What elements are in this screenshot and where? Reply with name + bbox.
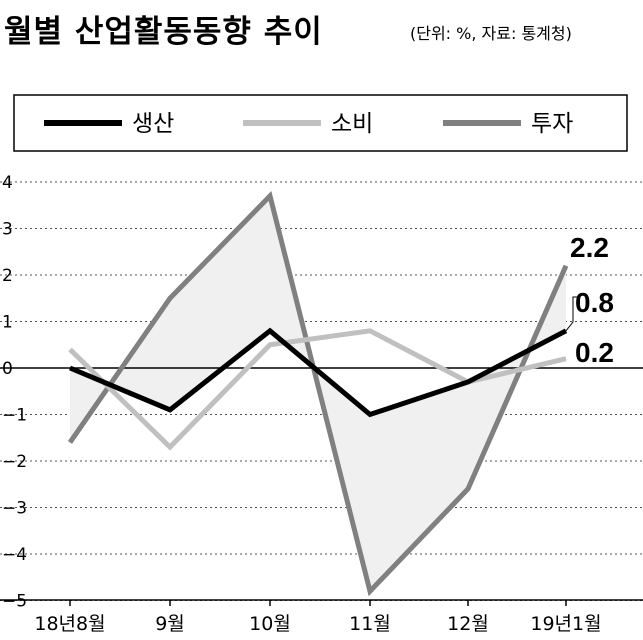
x-tick-label: 11월 [349, 613, 391, 635]
series-line-생산 [69, 327, 568, 418]
series-lines [67, 191, 569, 597]
annotations: 2.2 0.8 0.2 [565, 232, 614, 368]
x-tick-label: 19년1월 [530, 613, 601, 635]
chart-subtitle: (단위: %, 자료: 통계청) [410, 24, 572, 43]
y-tick-label: 2 [2, 266, 13, 286]
annotation-label: 0.8 [575, 287, 614, 318]
legend-label: 생산 [132, 111, 174, 137]
legend-label: 투자 [531, 111, 573, 137]
x-tick-label: 9월 [155, 613, 185, 635]
y-tick-label: −2 [2, 452, 27, 472]
legend: 생산 소비 투자 [44, 111, 573, 137]
x-tick-label: 10월 [249, 613, 291, 635]
x-tick-label: 12월 [447, 613, 489, 635]
annotation-label: 0.2 [575, 337, 614, 368]
y-tick-label: −3 [2, 499, 27, 519]
y-tick-labels: 4 3 2 1 0 −1 −2 −3 −4 −5 [2, 173, 27, 612]
x-tick-label: 18년8월 [34, 613, 105, 635]
y-tick-label: 3 [2, 220, 13, 240]
chart-title: 월별 산업활동동향 추이 [4, 14, 323, 50]
series-line-소비 [68, 328, 567, 451]
x-tick-labels: 18년8월 9월 10월 11월 12월 19년1월 [34, 613, 601, 635]
series-line-투자 [67, 191, 569, 597]
y-tick-label: 1 [2, 313, 13, 333]
legend-label: 소비 [331, 111, 373, 137]
y-tick-label: −4 [2, 545, 27, 565]
fill-between-production-investment [70, 195, 566, 592]
y-tick-label: 0 [2, 359, 13, 379]
y-tick-label: 4 [2, 173, 13, 193]
annotation-label: 2.2 [570, 232, 609, 263]
y-tick-label: −1 [2, 406, 27, 426]
y-tick-label: −5 [2, 592, 27, 612]
annotation-leader [565, 296, 580, 332]
